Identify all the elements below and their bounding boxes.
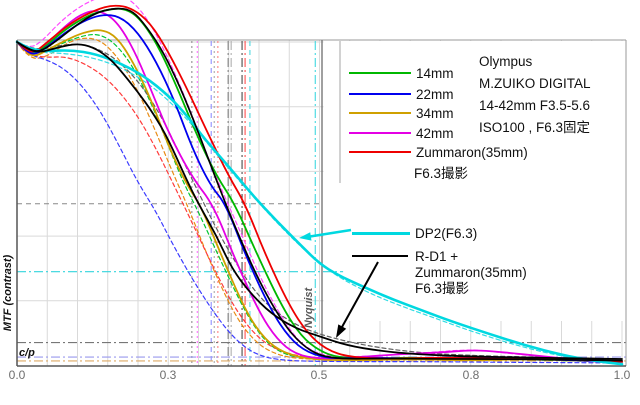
- series-dp2-f6-3-: [15, 40, 624, 366]
- legend-label-dp2: DP2(F6.3): [415, 225, 478, 241]
- legend-label-zummaron-line2: F6.3撮影: [414, 166, 469, 181]
- legend-label-rd1-line1: R-D1 +: [415, 249, 459, 264]
- legend-label-34mm: 34mm: [416, 105, 454, 121]
- legend-label-zummaron: Zummaron(35mm): [416, 144, 528, 160]
- series-42mm: [16, 10, 623, 365]
- legend-panel: [323, 41, 626, 321]
- x-tick-label: 0.8: [462, 368, 480, 382]
- legend-item-zummaron: Zummaron(35mm): [349, 143, 528, 161]
- x-tick-label: 1.0: [613, 368, 631, 382]
- x-tick-label: 0.5: [310, 368, 328, 382]
- series-r-d1-zummaron-35mm-f6-3: [16, 41, 623, 360]
- legend-label-rd1-line2: Zummaron(35mm): [415, 265, 527, 280]
- rd1-arrow-shaft: [341, 261, 379, 328]
- series-r-d1-zummaron-trace-2-: [16, 7, 623, 362]
- legend-swatch-dp2: [352, 231, 410, 235]
- legend-swatch-22mm: [349, 93, 411, 95]
- x-unit-label: c/p: [19, 347, 35, 359]
- dp2-arrow-shaft: [309, 228, 352, 238]
- camera-info-block: Olympus M.ZUIKO DIGITAL 14-42mm F3.5-5.6…: [479, 51, 591, 139]
- legend-swatch-42mm: [349, 132, 411, 134]
- series-22mm-dashed-: [16, 41, 623, 364]
- legend-item-42mm: 42mm: [349, 124, 454, 142]
- series-34mm: [16, 29, 623, 364]
- legend-item-22mm: 22mm: [349, 85, 454, 103]
- camera-info-line: 14-42mm F3.5-5.6: [479, 98, 591, 113]
- legend-label-14mm: 14mm: [416, 65, 454, 81]
- camera-info-line: M.ZUIKO DIGITAL: [479, 76, 591, 91]
- legend-label-22mm: 22mm: [416, 86, 454, 102]
- camera-info-line: Olympus: [479, 54, 533, 69]
- legend-item-34mm: 34mm: [349, 104, 454, 122]
- legend-swatch-34mm: [349, 112, 411, 114]
- legend-swatch-zummaron: [349, 151, 411, 153]
- rd1-arrow-head: [336, 324, 347, 338]
- y-axis-label: MTF (contrast): [2, 254, 14, 332]
- x-tick-label: 0.3: [159, 368, 177, 382]
- legend-label-rd1-line3: F6.3撮影: [415, 281, 470, 296]
- legend-item-14mm: 14mm: [349, 64, 454, 82]
- legend-swatch-rd1: [352, 255, 408, 257]
- legend-item-rd1: R-D1 + Zummaron(35mm) F6.3撮影: [415, 249, 527, 297]
- legend-swatch-14mm: [349, 72, 411, 74]
- dp2-arrow-head: [299, 232, 312, 241]
- legend-item-dp2: DP2(F6.3): [352, 224, 477, 242]
- legend-label-42mm: 42mm: [416, 125, 454, 141]
- nyquist-label: Nyquist: [303, 287, 315, 329]
- camera-info-line: ISO100 , F6.3固定: [479, 120, 591, 135]
- x-tick-label: 0.0: [8, 368, 26, 382]
